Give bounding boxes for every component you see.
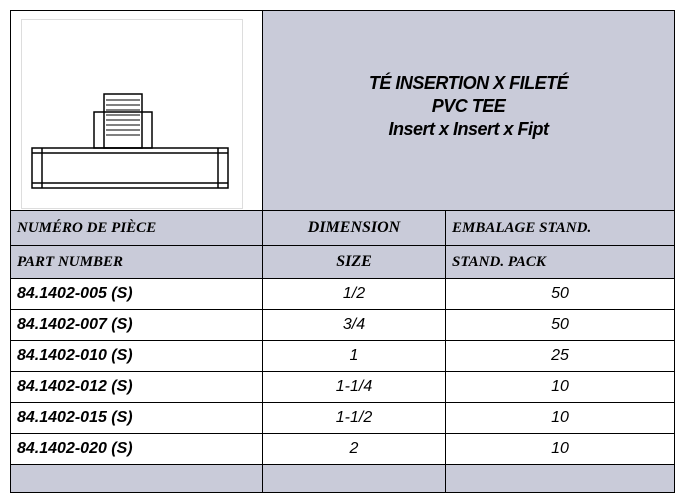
data-cell: 1-1/2: [262, 402, 446, 434]
cell-text: 1/2: [342, 285, 366, 302]
data-cell: 10: [445, 402, 675, 434]
data-cell: 10: [445, 371, 675, 403]
data-cell: 3/4: [262, 309, 446, 341]
cell-text: DIMENSION: [307, 219, 401, 236]
cell-text: 1: [349, 347, 359, 364]
title-line: PVC TEE: [431, 96, 506, 116]
cell-text: SIZE: [336, 253, 372, 270]
cell-text: 50: [551, 316, 569, 333]
cell-text: 1-1/4: [335, 378, 373, 395]
data-cell: 1: [262, 340, 446, 372]
cell-text: 84.1402-015 (S): [17, 409, 133, 426]
data-cell: 2: [262, 433, 446, 465]
header-cell: DIMENSION: [262, 210, 446, 246]
cell-text: 1-1/2: [335, 409, 373, 426]
data-cell: 84.1402-010 (S): [10, 340, 263, 372]
image-cell: [10, 10, 263, 211]
cell-text: 84.1402-007 (S): [17, 316, 133, 333]
data-cell: 84.1402-012 (S): [10, 371, 263, 403]
cell-text: 10: [551, 440, 569, 457]
data-cell: 50: [445, 309, 675, 341]
data-cell: 1-1/4: [262, 371, 446, 403]
data-cell: 84.1402-015 (S): [10, 402, 263, 434]
cell-text: STAND. PACK: [452, 253, 546, 270]
cell-text: 3/4: [342, 316, 366, 333]
cell-text: 25: [551, 347, 569, 364]
cell-text: 50: [551, 285, 569, 302]
cell-text: PART NUMBER: [17, 253, 123, 270]
empty-cell: [445, 464, 675, 493]
data-cell: 84.1402-007 (S): [10, 309, 263, 341]
empty-cell: [10, 464, 263, 493]
cell-text: 10: [551, 409, 569, 426]
cell-text: 84.1402-012 (S): [17, 378, 133, 395]
data-cell: 84.1402-005 (S): [10, 278, 263, 310]
cell-text: NUMÉRO DE PIÈCE: [17, 219, 157, 236]
data-cell: 84.1402-020 (S): [10, 433, 263, 465]
data-cell: 10: [445, 433, 675, 465]
data-cell: 50: [445, 278, 675, 310]
tee-drawing: [31, 93, 229, 189]
header-cell: SIZE: [262, 245, 446, 279]
cell-text: EMBALAGE STAND.: [452, 219, 592, 236]
empty-cell: [262, 464, 446, 493]
product-image: [21, 19, 243, 209]
title-line: TÉ INSERTION X FILETÉ: [368, 73, 569, 93]
cell-text: 10: [551, 378, 569, 395]
header-cell: EMBALAGE STAND.: [445, 210, 675, 246]
header-cell: PART NUMBER: [10, 245, 263, 279]
title-cell: [262, 10, 675, 211]
title-block: TÉ INSERTION X FILETÉ PVC TEE Insert x I…: [262, 72, 675, 141]
cell-text: 84.1402-020 (S): [17, 440, 133, 457]
cell-text: 84.1402-005 (S): [17, 285, 133, 302]
data-cell: 1/2: [262, 278, 446, 310]
header-cell: STAND. PACK: [445, 245, 675, 279]
data-cell: 25: [445, 340, 675, 372]
header-cell: NUMÉRO DE PIÈCE: [10, 210, 263, 246]
cell-text: 84.1402-010 (S): [17, 347, 133, 364]
title-line: Insert x Insert x Fipt: [388, 119, 549, 139]
cell-text: 2: [349, 440, 359, 457]
